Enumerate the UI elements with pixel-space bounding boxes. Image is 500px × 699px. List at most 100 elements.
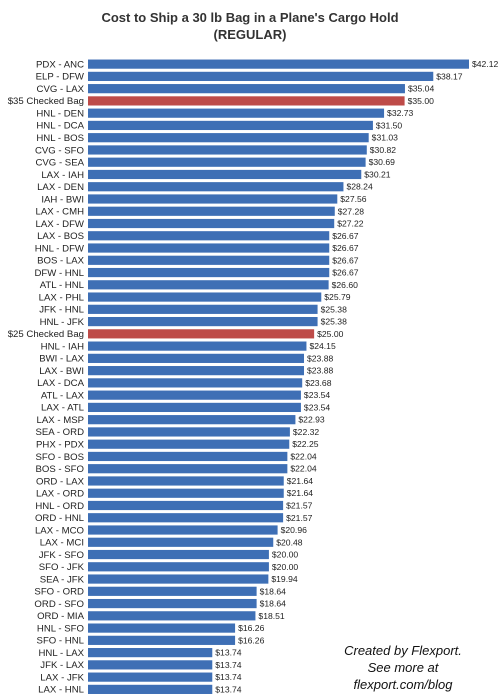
category-label: JFK - HNL — [39, 305, 84, 316]
category-label: BOS - LAX — [37, 256, 85, 267]
category-label: HNL - DEN — [36, 108, 84, 119]
value-label: $26.67 — [332, 243, 359, 253]
value-label: $22.32 — [293, 427, 320, 437]
value-label: $26.67 — [332, 268, 359, 278]
value-label: $35.04 — [408, 84, 435, 94]
value-label: $20.48 — [276, 537, 303, 547]
bar — [88, 402, 301, 413]
category-label: $25 Checked Bag — [8, 329, 84, 340]
value-label: $21.57 — [286, 500, 313, 510]
bar — [88, 341, 307, 351]
category-label: ORD - HNL — [35, 513, 85, 524]
value-label: $31.50 — [376, 120, 403, 130]
category-label: CVG - LAX — [37, 84, 85, 95]
bar — [88, 120, 373, 131]
category-label: CVG - SFO — [35, 145, 84, 156]
category-label: JFK - LAX — [40, 660, 84, 671]
credit-note: Created by Flexport. See more at flexpor… — [318, 642, 488, 693]
bar — [88, 182, 344, 192]
category-label: LAX - ORD — [36, 489, 84, 500]
bar — [88, 255, 330, 265]
value-label: $30.21 — [364, 169, 391, 179]
bar — [88, 562, 269, 572]
bar — [88, 660, 213, 670]
value-label: $23.54 — [304, 402, 331, 412]
category-label: LAX - IAH — [41, 170, 84, 181]
category-label: HNL - BOS — [36, 133, 84, 144]
value-label: $22.25 — [292, 439, 319, 449]
value-label: $13.74 — [215, 648, 242, 658]
bar — [88, 537, 274, 547]
category-label: LAX - JFK — [40, 672, 84, 683]
category-label: LAX - HNL — [38, 685, 85, 696]
category-label: LAX - BWI — [39, 366, 84, 377]
value-label: $18.51 — [258, 611, 285, 621]
category-label: ELP - DFW — [36, 72, 85, 83]
bar — [88, 108, 385, 118]
bar — [88, 500, 284, 511]
value-label: $31.03 — [372, 133, 399, 143]
value-label: $16.26 — [238, 623, 265, 633]
category-label: HNL - JFK — [40, 317, 85, 328]
value-label: $21.57 — [286, 513, 313, 523]
category-label: ORD - SFO — [34, 599, 84, 610]
value-label: $28.24 — [346, 182, 373, 192]
category-label: HNL - DCA — [36, 121, 84, 132]
value-label: $27.28 — [338, 206, 365, 216]
bar — [88, 353, 305, 363]
category-label: LAX - MSP — [37, 415, 84, 426]
value-label: $27.22 — [337, 219, 364, 229]
category-label: $35 Checked Bag — [8, 96, 84, 107]
value-label: $23.88 — [307, 353, 334, 363]
value-label: $23.54 — [304, 390, 331, 400]
bar — [88, 378, 303, 388]
value-label: $24.15 — [309, 341, 336, 351]
category-label: HNL - SFO — [37, 623, 84, 634]
value-label: $26.67 — [332, 231, 359, 241]
highlight-bar — [88, 96, 405, 106]
value-label: $13.74 — [215, 684, 242, 694]
bar — [88, 366, 305, 376]
bar — [88, 206, 335, 216]
bar — [88, 390, 301, 400]
bar — [88, 427, 290, 437]
value-label: $26.67 — [332, 255, 359, 265]
category-label: DFW - HNL — [34, 268, 84, 279]
category-label: LAX - ATL — [41, 403, 85, 414]
bar — [88, 71, 434, 81]
value-label: $22.04 — [290, 451, 317, 461]
value-label: $42.12 — [472, 59, 499, 69]
bar — [88, 598, 257, 609]
value-label: $16.26 — [238, 635, 265, 645]
value-label: $25.00 — [317, 329, 344, 339]
bar — [88, 169, 362, 180]
bar — [88, 304, 318, 314]
bar — [88, 439, 290, 449]
value-label: $38.17 — [436, 71, 463, 81]
bar — [88, 292, 322, 302]
category-label: JFK - SFO — [39, 550, 84, 561]
value-label: $27.56 — [340, 194, 367, 204]
bar — [88, 525, 278, 535]
credit-line-1: Created by Flexport. — [344, 643, 462, 658]
category-label: PDX - ANC — [36, 59, 84, 70]
category-label: SFO - BOS — [35, 452, 84, 463]
bar — [88, 586, 257, 596]
bar — [88, 243, 330, 253]
category-label: SFO - JFK — [39, 562, 85, 573]
value-label: $26.60 — [332, 280, 359, 290]
value-label: $19.94 — [271, 574, 298, 584]
category-label: ORD - MIA — [37, 611, 85, 622]
value-label: $23.88 — [307, 366, 334, 376]
category-label: LAX - DFW — [35, 219, 84, 230]
bar — [88, 684, 213, 694]
value-label: $25.38 — [321, 304, 348, 314]
category-label: LAX - DEN — [37, 182, 84, 193]
value-label: $18.64 — [260, 586, 287, 596]
value-label: $20.96 — [281, 525, 308, 535]
bar — [88, 611, 256, 621]
bar — [88, 476, 284, 486]
category-label: BWI - LAX — [39, 354, 84, 365]
